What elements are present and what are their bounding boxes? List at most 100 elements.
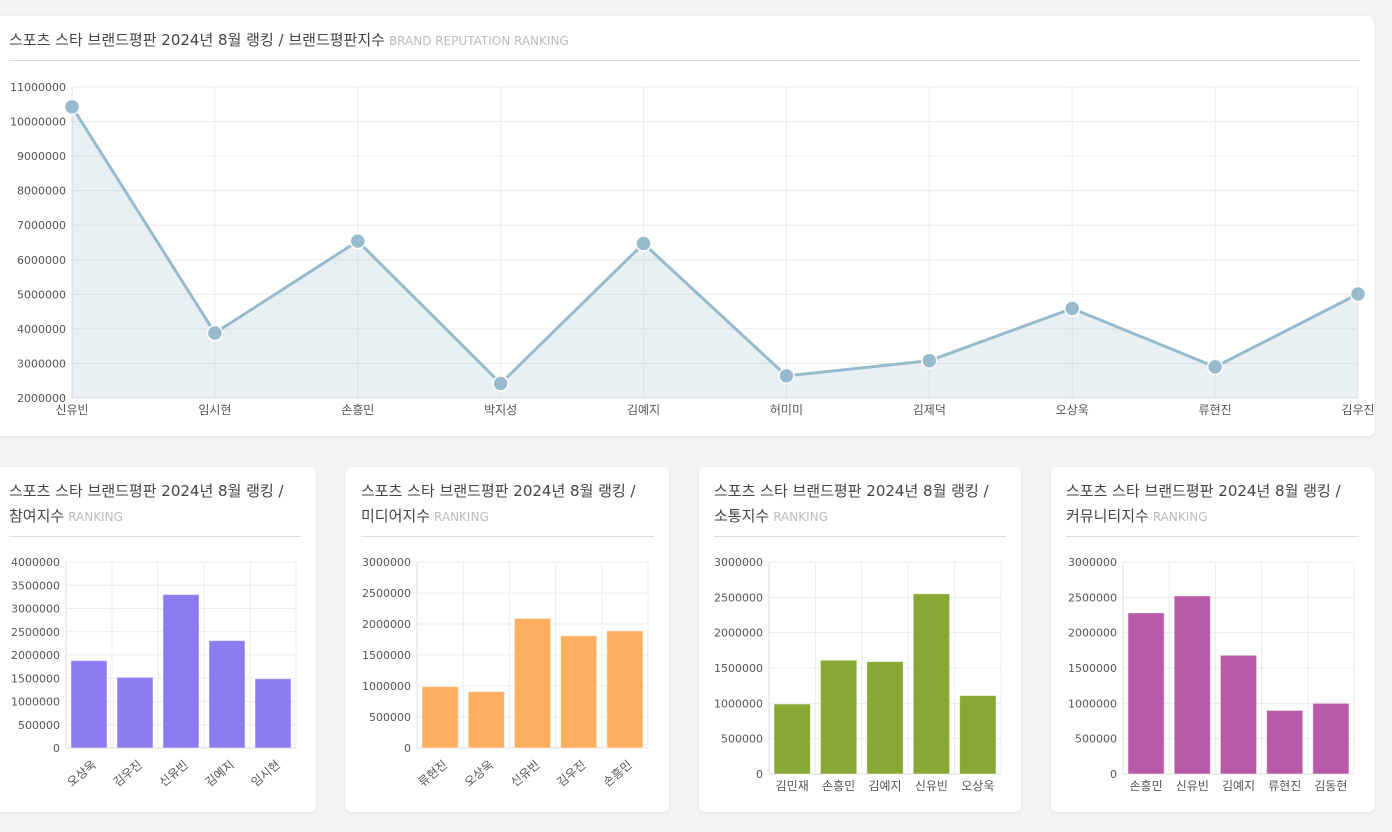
card-title: 스포츠 스타 브랜드평판 2024년 8월 랭킹 / 커뮤니티지수 RANKING — [1066, 479, 1359, 537]
x-tick-label: 신유빈 — [157, 758, 191, 790]
y-tick-label: 1000000 — [11, 696, 60, 709]
y-tick-label: 10000000 — [10, 116, 66, 129]
card-title: 스포츠 스타 브랜드평판 2024년 8월 랭킹 / 미디어지수 RANKING — [361, 479, 654, 537]
x-tick-label: 김동현 — [1314, 779, 1347, 793]
y-tick-label: 11000000 — [10, 81, 66, 94]
bar — [606, 630, 644, 749]
card-title: 스포츠 스타 브랜드평판 2024년 8월 랭킹 / 브랜드평판지수 BRAND … — [9, 28, 1360, 61]
y-tick-label: 0 — [53, 742, 60, 755]
data-point — [63, 98, 81, 115]
y-tick-label: 500000 — [721, 733, 763, 746]
y-tick-label: 2500000 — [362, 587, 411, 600]
x-tick-label: 김예지 — [1222, 779, 1255, 793]
media-bar-chart: 0 500000 1000000 1500000 2000000 2500000 30000… — [362, 556, 649, 790]
card-title: 스포츠 스타 브랜드평판 2024년 8월 랭킹 / 참여지수 RANKING — [9, 479, 301, 537]
communication-index-card: 스포츠 스타 브랜드평판 2024년 8월 랭킹 / 소통지수 RANKING 0… — [699, 467, 1021, 812]
y-tick-label: 2500000 — [11, 626, 60, 639]
x-tick-label: 김예지 — [868, 779, 901, 793]
x-tick-label: 손흥민 — [1130, 779, 1163, 793]
y-tick-label: 7000000 — [17, 219, 66, 232]
chart-subtitle: RANKING — [1152, 510, 1208, 524]
data-point — [921, 352, 938, 369]
chart-title: 스포츠 스타 브랜드평판 2024년 8월 랭킹 / 브랜드평판지수 — [9, 31, 385, 49]
y-tick-label: 8000000 — [17, 185, 66, 198]
y-tick-label: 3000000 — [714, 556, 763, 569]
data-point — [206, 324, 224, 342]
chart-title: 스포츠 스타 브랜드평판 2024년 8월 랭킹 / 참여지수 — [9, 482, 284, 525]
bar — [467, 691, 505, 749]
y-tick-label: 5000000 — [17, 288, 66, 301]
y-tick-label: 6000000 — [17, 254, 66, 267]
y-tick-label: 1000000 — [362, 680, 411, 693]
data-point — [349, 232, 367, 250]
card-title: 스포츠 스타 브랜드평판 2024년 8월 랭킹 / 소통지수 RANKING — [714, 479, 1006, 537]
bar — [208, 640, 246, 749]
y-tick-label: 1000000 — [714, 697, 763, 710]
data-point — [1206, 358, 1224, 376]
data-point — [1063, 300, 1081, 317]
x-tick-label: 신유빈 — [1176, 779, 1209, 793]
bar — [1312, 702, 1350, 775]
data-point — [1349, 285, 1367, 303]
series-line — [70, 105, 1359, 385]
data-point — [635, 235, 652, 252]
y-tick-label: 0 — [404, 742, 411, 755]
brand-reputation-card: 스포츠 스타 브랜드평판 2024년 8월 랭킹 / 브랜드평판지수 BRAND … — [0, 16, 1375, 436]
x-tick-label: 신유빈 — [915, 779, 948, 793]
bar — [421, 686, 459, 749]
bar — [70, 660, 108, 749]
y-tick-label: 2500000 — [1068, 591, 1117, 604]
y-tick-label: 0 — [1110, 768, 1117, 781]
x-tick-label: 류현진 — [1268, 779, 1301, 793]
chart-title: 스포츠 스타 브랜드평판 2024년 8월 랭킹 / 커뮤니티지수 — [1066, 482, 1341, 525]
y-tick-label: 500000 — [1075, 733, 1117, 746]
y-tick-label: 1000000 — [1068, 697, 1117, 710]
bar — [116, 676, 154, 749]
data-point — [492, 375, 509, 392]
y-tick-label: 3500000 — [11, 579, 60, 592]
x-tick-label: 신유빈 — [508, 758, 542, 790]
x-tick-label: 김예지 — [627, 403, 660, 417]
communication-bar-chart: 0 500000 1000000 1500000 2000000 2500000 30000… — [714, 556, 1002, 793]
x-tick-label: 손흥민 — [600, 758, 634, 790]
y-tick-label: 2000000 — [11, 649, 60, 662]
y-tick-label: 2000000 — [714, 627, 763, 640]
bar — [819, 659, 858, 775]
x-tick-label: 오상욱 — [462, 758, 496, 790]
x-tick-label: 오상욱 — [961, 779, 994, 793]
community-bar-chart: 0 500000 1000000 1500000 2000000 2500000 30000… — [1068, 556, 1355, 793]
bar — [866, 661, 904, 775]
chart-subtitle: RANKING — [434, 510, 489, 524]
x-tick-label: 오상욱 — [1056, 403, 1089, 417]
x-tick-label: 박지성 — [484, 403, 517, 417]
y-tick-label: 3000000 — [362, 556, 411, 569]
x-tick-label: 김예지 — [203, 758, 237, 790]
y-tick-label: 2500000 — [714, 591, 763, 604]
chart-subtitle: RANKING — [773, 510, 828, 524]
media-index-card: 스포츠 스타 브랜드평판 2024년 8월 랭킹 / 미디어지수 RANKING … — [346, 467, 669, 812]
y-tick-label: 1500000 — [362, 649, 411, 662]
y-tick-label: 1500000 — [1068, 662, 1117, 675]
chart-subtitle: BRAND REPUTATION RANKING — [388, 34, 569, 48]
y-tick-label: 4000000 — [17, 323, 66, 336]
x-tick-label: 김우진 — [554, 758, 588, 790]
bar — [1127, 612, 1165, 775]
bar — [1219, 654, 1258, 775]
y-tick-label: 4000000 — [11, 556, 60, 569]
y-tick-label: 3000000 — [17, 357, 66, 370]
x-tick-label: 김민재 — [776, 779, 809, 793]
y-tick-label: 3000000 — [1068, 556, 1117, 569]
x-tick-label: 허미미 — [770, 403, 803, 417]
x-tick-label: 류현진 — [416, 758, 450, 790]
x-tick-label: 임시현 — [249, 758, 283, 790]
bar — [162, 594, 200, 749]
bar — [254, 678, 292, 749]
bar — [1173, 595, 1211, 775]
y-tick-label: 0 — [756, 768, 763, 781]
y-tick-label: 9000000 — [17, 150, 66, 163]
y-tick-label: 1500000 — [11, 672, 60, 685]
x-tick-label: 손흥민 — [822, 779, 855, 793]
participation-index-card: 스포츠 스타 브랜드평판 2024년 8월 랭킹 / 참여지수 RANKING 0… — [0, 467, 316, 812]
x-tick-label: 손흥민 — [341, 403, 374, 417]
x-tick-label: 오상욱 — [65, 758, 99, 790]
